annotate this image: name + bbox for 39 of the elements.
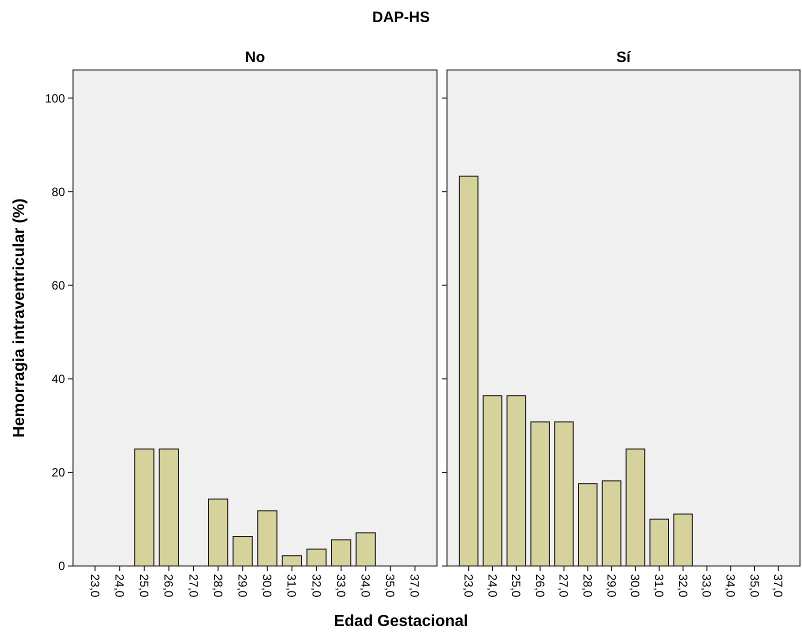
x-tick-label: 24,0 xyxy=(112,574,126,598)
chart-subtitle: Sí xyxy=(616,49,632,66)
x-tick-label: 23,0 xyxy=(88,574,102,598)
y-tick-label: 20 xyxy=(52,466,66,480)
x-tick-label: 37,0 xyxy=(408,574,422,598)
y-axis-title: Hemorragia intraventricular (%) xyxy=(11,198,28,438)
x-tick-label: 35,0 xyxy=(383,574,398,598)
y-tick-label: 40 xyxy=(52,372,66,386)
x-tick-label: 34,0 xyxy=(723,574,738,598)
x-tick-label: 32,0 xyxy=(309,574,324,598)
x-tick-label: 26,0 xyxy=(532,574,547,598)
x-tick-label: 30,0 xyxy=(260,574,274,598)
x-tick-label: 25,0 xyxy=(137,574,152,598)
x-tick-label: 28,0 xyxy=(210,574,225,598)
x-tick-label: 30,0 xyxy=(628,574,642,598)
y-tick-label: 60 xyxy=(52,278,66,292)
x-tick-label: 29,0 xyxy=(235,574,250,598)
x-tick-label: 33,0 xyxy=(334,574,348,598)
chart-subtitle: No xyxy=(245,49,265,66)
x-tick-label: 27,0 xyxy=(186,574,200,598)
x-tick-label: 37,0 xyxy=(771,574,786,598)
y-tick-label: 100 xyxy=(44,91,66,106)
x-tick-label: 33,0 xyxy=(700,574,714,598)
x-tick-label: 25,0 xyxy=(509,574,524,598)
x-tick-label: 24,0 xyxy=(485,574,500,598)
y-tick-label: 0 xyxy=(58,559,66,574)
x-tick-label: 32,0 xyxy=(676,574,690,598)
x-tick-label: 26,0 xyxy=(162,574,176,598)
x-tick-label: 35,0 xyxy=(747,574,762,598)
chart-title: DAP-HS xyxy=(372,9,430,26)
x-tick-label: 34,0 xyxy=(358,574,373,598)
x-tick-label: 31,0 xyxy=(652,574,666,598)
x-tick-label: 28,0 xyxy=(580,574,595,598)
x-tick-label: 29,0 xyxy=(604,574,618,598)
x-tick-label: 31,0 xyxy=(284,574,299,598)
x-tick-label: 27,0 xyxy=(556,574,571,598)
x-axis-title: Edad Gestacional xyxy=(334,613,468,630)
x-tick-label: 23,0 xyxy=(461,574,476,598)
y-tick-label: 80 xyxy=(52,184,66,199)
